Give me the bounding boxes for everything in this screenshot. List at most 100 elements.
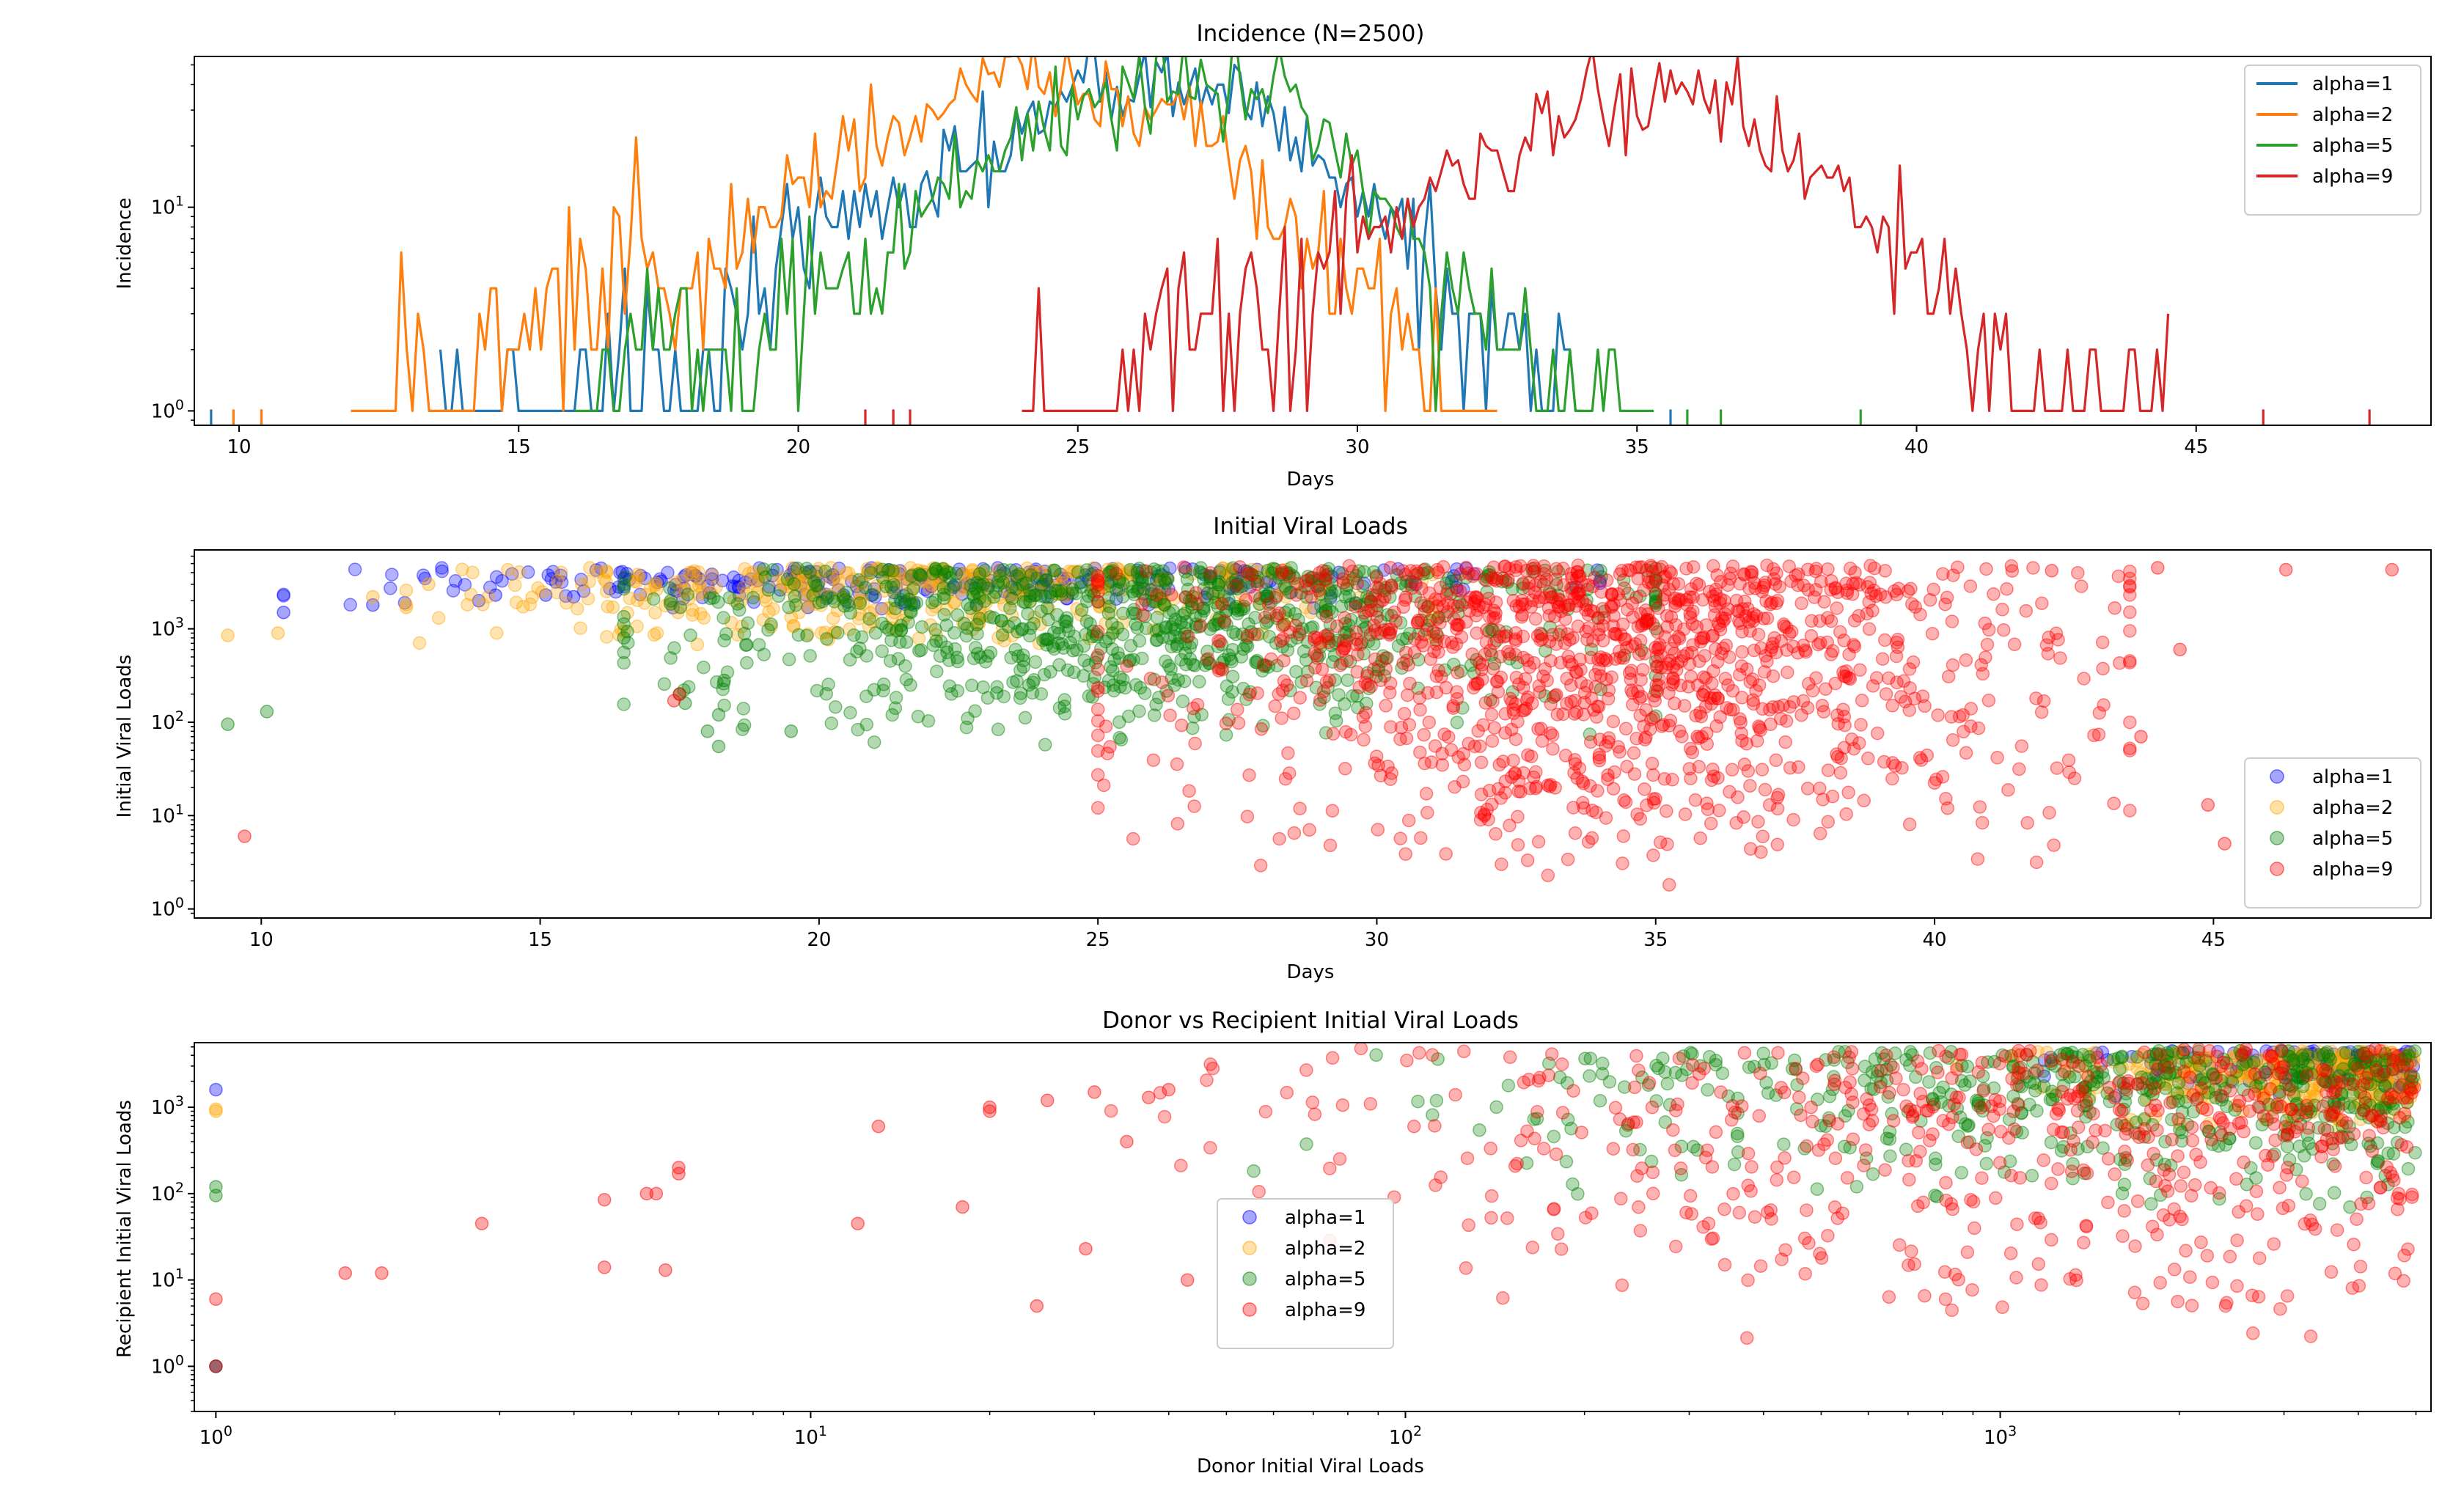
scatter-point: [1770, 837, 1785, 852]
scatter-point: [1987, 587, 2001, 601]
scatter-point: [1484, 623, 1499, 636]
scatter-point: [770, 562, 784, 577]
scatter-point: [1699, 618, 1713, 632]
scatter-point: [2373, 1181, 2388, 1194]
scatter-point: [583, 561, 597, 575]
scatter-point: [1154, 601, 1167, 616]
scatter-point: [2276, 1201, 2290, 1216]
scatter-point: [1525, 749, 1539, 763]
scatter-point: [1770, 1172, 1784, 1187]
scatter-point: [934, 634, 948, 649]
scatter-point: [1408, 632, 1422, 646]
scatter-point: [939, 640, 954, 654]
scatter-point: [1357, 733, 1371, 747]
scatter-point: [1593, 733, 1607, 746]
scatter-point: [1830, 1117, 1845, 1131]
scatter-point: [1266, 566, 1280, 581]
scatter-point: [1995, 1300, 2009, 1315]
scatter-point: [1277, 617, 1291, 631]
scatter-point: [705, 567, 719, 581]
scatter-point: [435, 561, 449, 575]
scatter-point: [942, 570, 957, 585]
scatter-point: [1142, 598, 1156, 612]
scatter-point: [1230, 576, 1244, 591]
scatter-point: [940, 645, 954, 660]
scatter-point: [2295, 1174, 2309, 1189]
scatter-point: [1216, 562, 1230, 576]
scatter-point: [1451, 666, 1464, 680]
scatter-point: [802, 584, 815, 598]
scatter-point: [1886, 1114, 1901, 1128]
scatter-point: [1158, 599, 1173, 613]
scatter-point: [934, 563, 948, 578]
scatter-point: [1813, 782, 1827, 796]
scatter-point: [1033, 565, 1048, 579]
scatter-point: [967, 651, 981, 666]
scatter-point: [2248, 1067, 2262, 1082]
scatter-point: [2097, 698, 2111, 712]
scatter-point: [787, 618, 801, 633]
scatter-point: [1269, 609, 1284, 623]
scatter-point: [974, 609, 989, 623]
scatter-point: [1836, 702, 1850, 716]
scatter-point: [1011, 625, 1024, 639]
scatter-point: [960, 576, 975, 591]
scatter-point: [1524, 600, 1539, 614]
scatter-point: [1756, 829, 1770, 844]
scatter-point: [703, 586, 716, 600]
scatter-point: [2200, 1249, 2215, 1263]
scatter-point: [1315, 636, 1329, 650]
scatter-point: [1216, 581, 1231, 595]
scatter-point: [1220, 617, 1233, 632]
scatter-point: [1992, 1102, 2006, 1116]
scatter-point: [2077, 672, 2091, 686]
scatter-point: [1745, 611, 1760, 625]
scatter-point: [1635, 1161, 1649, 1175]
scatter-point: [1753, 1259, 1768, 1273]
scatter-point: [1447, 569, 1461, 583]
scatter-point: [1206, 1061, 1220, 1076]
scatter-point: [1281, 746, 1295, 760]
scatter-point: [435, 564, 449, 579]
scatter-point: [2167, 1263, 2182, 1277]
scatter-point: [617, 645, 631, 659]
scatter-point: [900, 572, 914, 587]
scatter-point: [1889, 1071, 1903, 1085]
scatter-point: [692, 579, 706, 593]
legend-label: alpha=5: [1285, 1268, 1365, 1290]
scatter-point: [921, 713, 936, 728]
scatter-point: [849, 579, 864, 593]
scatter-point: [2114, 1104, 2129, 1118]
scatter-point: [1429, 1178, 1442, 1192]
scatter-point: [1154, 568, 1169, 582]
scatter-point: [1333, 658, 1347, 672]
scatter-point: [786, 619, 800, 634]
scatter-point: [711, 739, 726, 754]
scatter-point: [780, 582, 793, 596]
scatter-point: [892, 565, 906, 579]
scatter-point: [1121, 573, 1135, 587]
scatter-point: [1960, 1245, 1975, 1260]
scatter-point: [2220, 1296, 2234, 1310]
scatter-point: [458, 578, 472, 592]
scatter-point: [1234, 603, 1248, 617]
scatter-point: [1778, 735, 1792, 749]
x-tick-label: 25: [1066, 436, 1090, 458]
scatter-point: [1090, 574, 1104, 589]
scatter-point: [2044, 1054, 2058, 1068]
scatter-point: [939, 602, 953, 617]
legend-label: alpha=5: [2312, 828, 2393, 850]
scatter-point: [782, 580, 797, 594]
scatter-point: [1678, 807, 1693, 821]
scatter-point: [861, 568, 875, 581]
scatter-point: [1774, 1081, 1789, 1095]
scatter-point: [766, 568, 780, 583]
scatter-point: [1496, 1291, 1510, 1305]
scatter-point: [1038, 738, 1052, 752]
x-tick-label: 15: [507, 436, 531, 458]
scatter-point: [1764, 1212, 1778, 1226]
scatter-point: [1357, 647, 1371, 661]
scatter-point: [571, 601, 584, 616]
scatter-point: [1514, 1134, 1528, 1148]
